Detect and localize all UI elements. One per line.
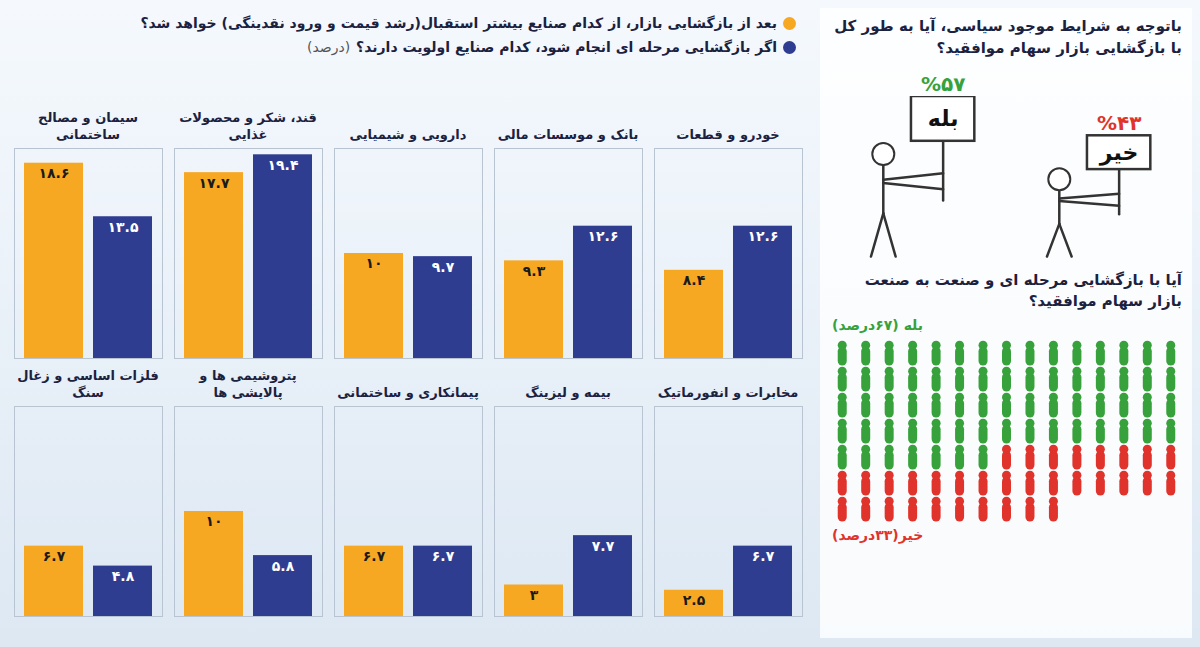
- svg-text:بله: بله: [928, 105, 959, 130]
- svg-text:۱۰: ۱۰: [365, 255, 382, 271]
- html-text:(درصد): (درصد): [306, 38, 351, 55]
- html-text:اگر بازگشایی مرحله ای انجام شو: اگر بازگشایی مرحله ای انجام شود، کدام صن…: [356, 38, 777, 55]
- html-text:بعد از بازگشایی بازار، از کدام: بعد از بازگشایی بازار، از کدام صنایع بیش…: [140, 15, 777, 31]
- svg-text:۱۹.۴: ۱۹.۴: [268, 157, 299, 173]
- html-text:فلزات اساسی و زغال سنگ: فلزات اساسی و زغال سنگ: [17, 368, 159, 401]
- svg-text:۶.۷: ۶.۷: [432, 548, 455, 564]
- svg-text:۴.۸: ۴.۸: [112, 568, 135, 584]
- html-text:مخابرات و انفورماتیک: مخابرات و انفورماتیک: [657, 385, 799, 401]
- html-text:خیر(۳۳درصد): خیر(۳۳درصد): [832, 527, 924, 543]
- html-text:باتوجه به شرایط موجود سیاسی، آ: باتوجه به شرایط موجود سیاسی، آیا به طور …: [834, 17, 1182, 57]
- svg-text:۶.۷: ۶.۷: [752, 548, 775, 564]
- svg-text:۱۲.۶: ۱۲.۶: [748, 228, 779, 244]
- svg-text:۶.۷: ۶.۷: [43, 548, 66, 564]
- html-text:بیمه و لیزینگ: بیمه و لیزینگ: [525, 385, 611, 401]
- svg-text:۲.۵: ۲.۵: [683, 592, 706, 608]
- svg-text:۳: ۳: [530, 587, 539, 603]
- svg-text:۱۲.۶: ۱۲.۶: [588, 228, 619, 244]
- html-text:خودرو و قطعات: خودرو و قطعات: [676, 127, 780, 143]
- svg-text:۵.۸: ۵.۸: [272, 558, 295, 574]
- svg-text:%۵۷: %۵۷: [921, 71, 965, 95]
- html-text:پیمانکاری و ساختمانی: پیمانکاری و ساختمانی: [337, 385, 479, 401]
- html-text:آیا با بازگشایی مرحله ای و صنع: آیا با بازگشایی مرحله ای و صنعت به صنعت …: [864, 270, 1182, 311]
- svg-text:۹.۷: ۹.۷: [432, 259, 455, 275]
- svg-text:خیر: خیر: [1099, 139, 1139, 165]
- html-text:بانک و موسسات مالی: بانک و موسسات مالی: [497, 127, 639, 143]
- svg-text:۱۷.۷: ۱۷.۷: [199, 175, 230, 191]
- svg-text:۹.۳: ۹.۳: [523, 263, 546, 279]
- svg-text:۶.۷: ۶.۷: [363, 548, 386, 564]
- html-text:پتروشیمی ها و پالایشی ها: پتروشیمی ها و پالایشی ها: [199, 368, 297, 401]
- html-text:دارویی و شیمیایی: دارویی و شیمیایی: [349, 127, 467, 143]
- svg-text:%۴۳: %۴۳: [1097, 110, 1141, 134]
- svg-text:۱۸.۶: ۱۸.۶: [39, 165, 70, 181]
- html-text:سیمان و مصالح ساختمانی: سیمان و مصالح ساختمانی: [38, 110, 138, 143]
- svg-text:۸.۴: ۸.۴: [683, 272, 706, 288]
- html-text:قند، شکر و محصولات غذایی: قند، شکر و محصولات غذایی: [179, 110, 317, 143]
- svg-text:۱۰: ۱۰: [205, 513, 222, 529]
- html-text:بله (۶۷درصد): بله (۶۷درصد): [832, 317, 924, 333]
- svg-text:۷.۷: ۷.۷: [592, 538, 615, 554]
- svg-text:۱۳.۵: ۱۳.۵: [108, 219, 139, 235]
